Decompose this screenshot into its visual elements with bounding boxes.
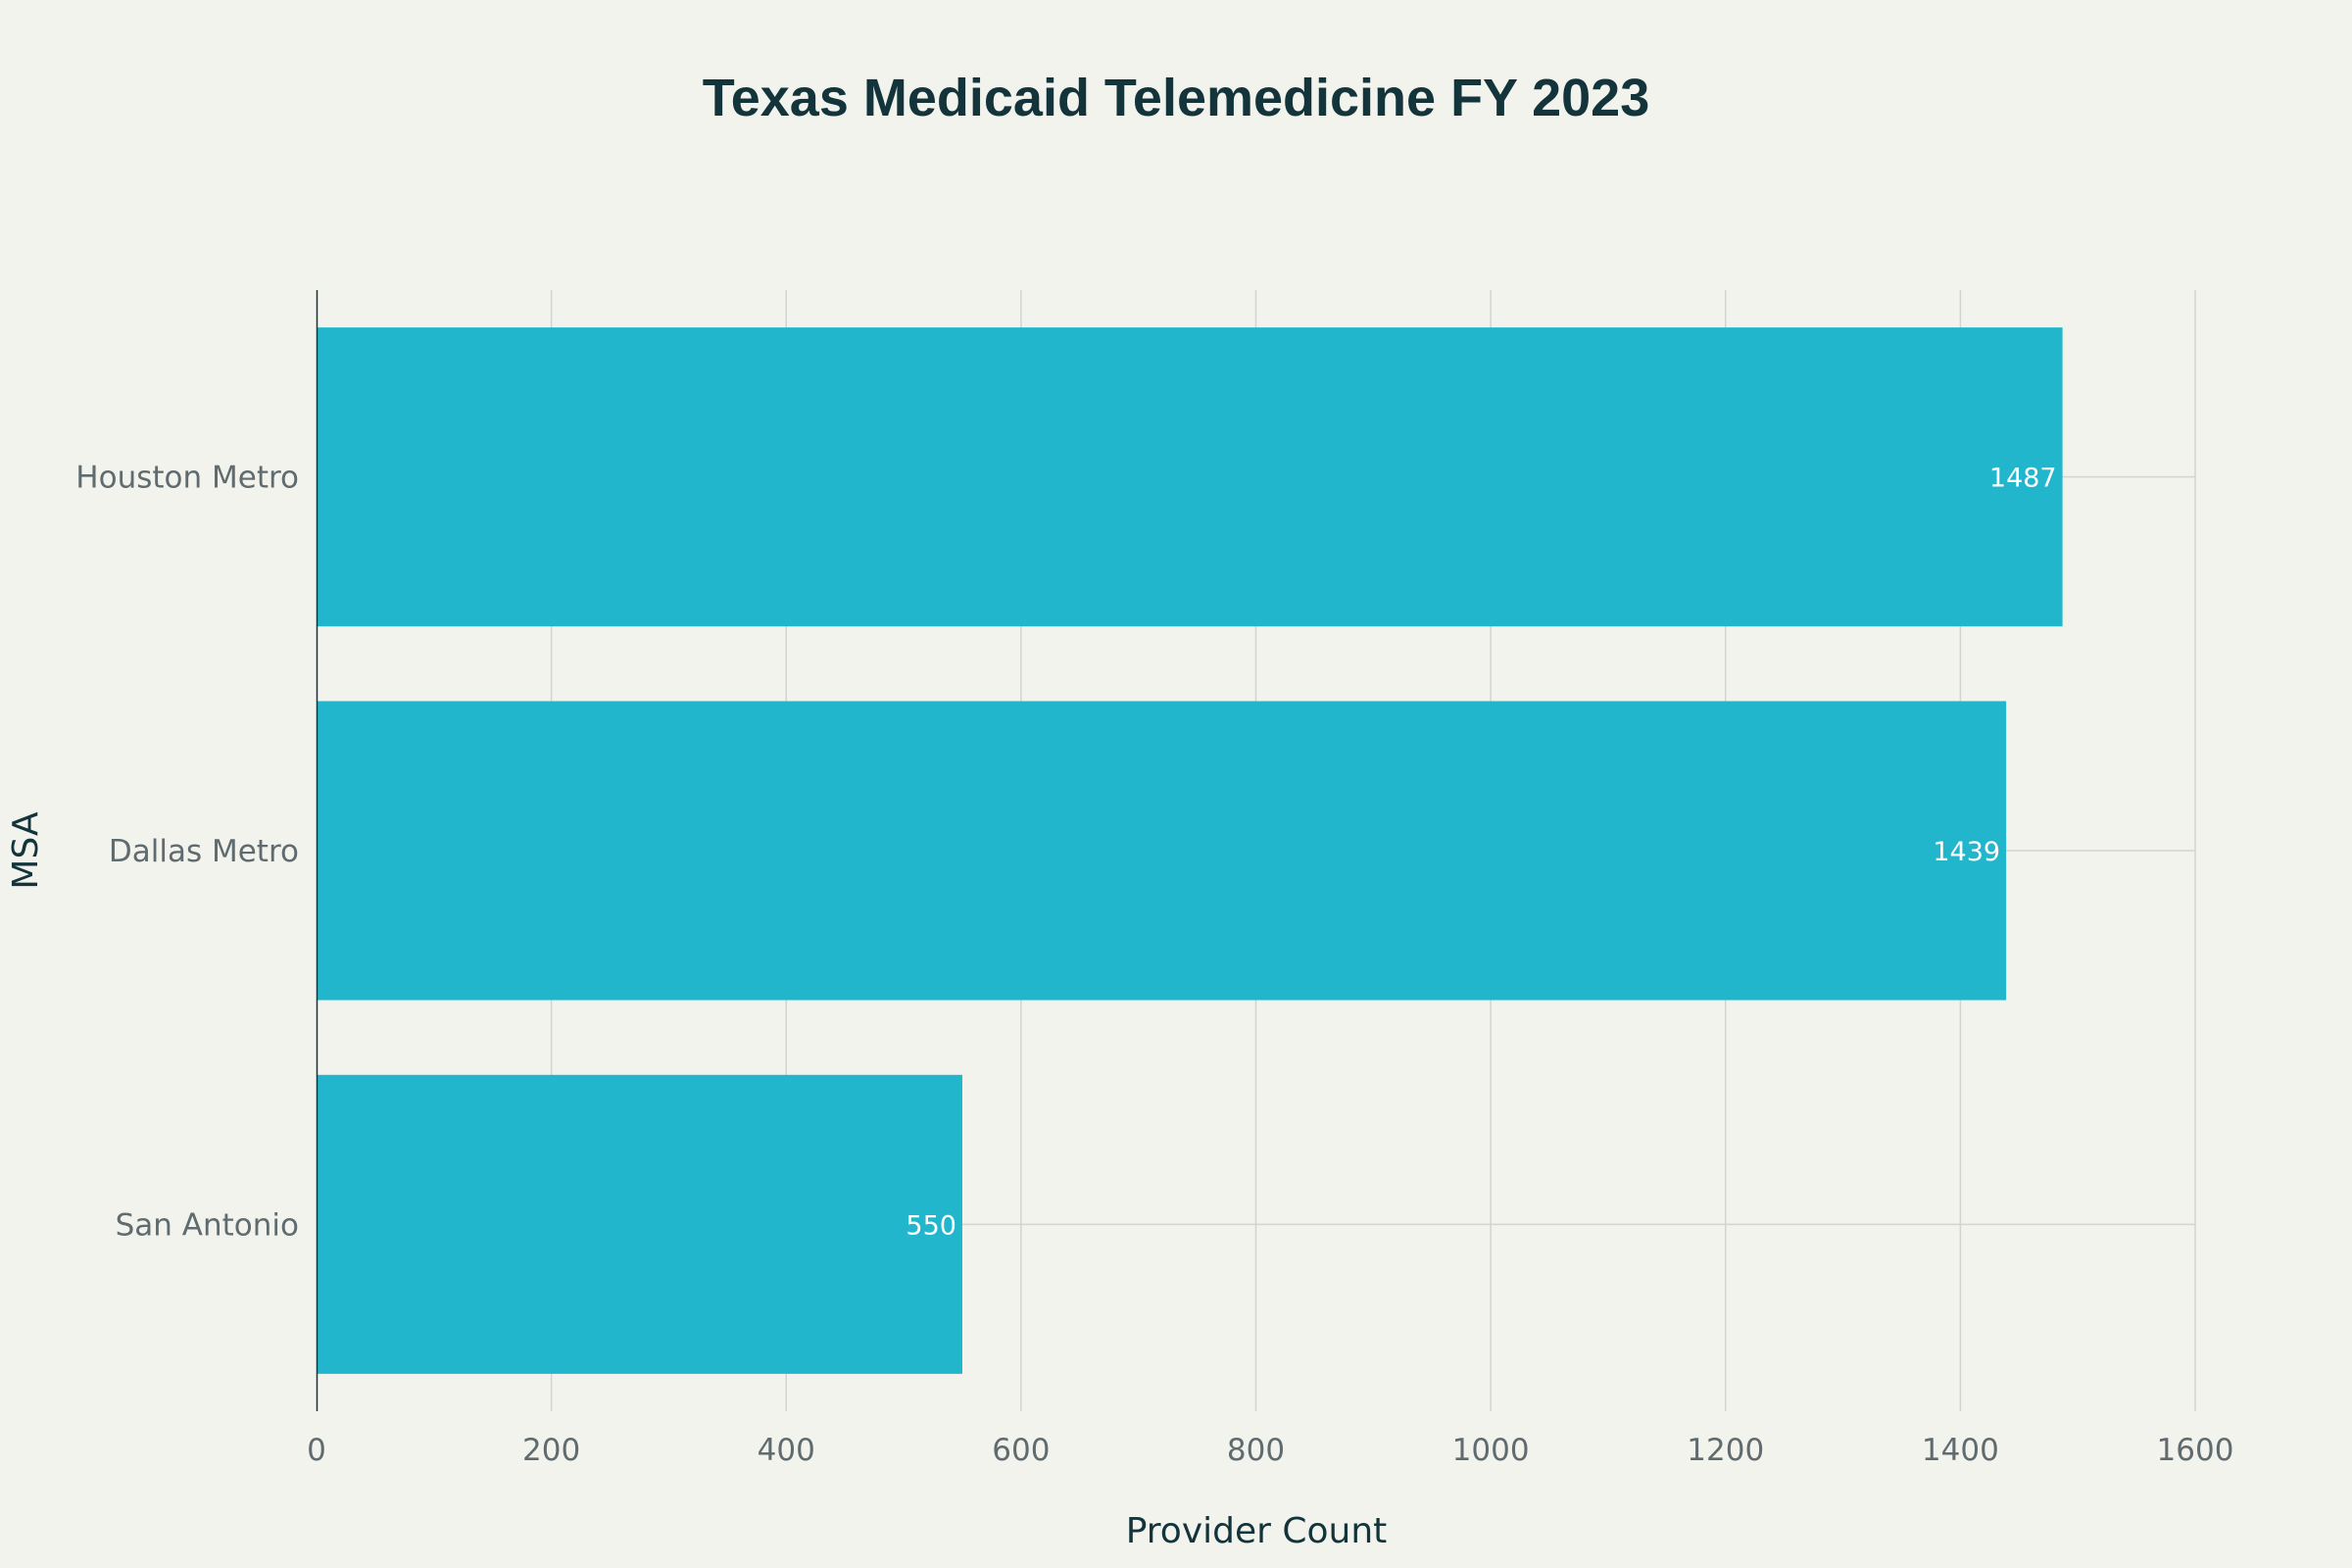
chart-title: Texas Medicaid Telemedicine FY 2023 — [703, 69, 1649, 127]
bar-value-label: 1439 — [1933, 837, 2000, 867]
x-tick-label: 1600 — [2157, 1433, 2234, 1468]
x-tick-label: 1200 — [1687, 1433, 1764, 1468]
bar — [317, 1074, 962, 1374]
y-axis-ticks: Houston Metro Dallas Metro San Antonio — [75, 461, 299, 1244]
x-tick-label: 200 — [522, 1433, 580, 1468]
y-tick-label: Houston Metro — [75, 461, 299, 496]
x-tick-label: 800 — [1227, 1433, 1285, 1468]
bar-value-label: 550 — [906, 1210, 956, 1241]
y-axis-title: MSA — [6, 811, 46, 890]
data-labels: 1487 1439 550 — [906, 464, 2056, 1242]
x-tick-label: 600 — [992, 1433, 1050, 1468]
y-tick-label: San Antonio — [116, 1207, 299, 1243]
x-tick-label: 1000 — [1452, 1433, 1530, 1468]
x-tick-label: 1400 — [1922, 1433, 1999, 1468]
bars — [317, 327, 2063, 1374]
x-axis-title: Provider Count — [1126, 1511, 1388, 1551]
y-tick-label: Dallas Metro — [109, 834, 299, 869]
bar — [317, 327, 2063, 627]
x-tick-label: 400 — [758, 1433, 815, 1468]
bar-value-label: 1487 — [1989, 464, 2057, 494]
x-tick-label: 0 — [307, 1433, 326, 1468]
x-axis-ticks: 0 200 400 600 800 1000 1200 1400 1600 — [307, 1433, 2233, 1468]
bar — [317, 701, 2007, 1001]
